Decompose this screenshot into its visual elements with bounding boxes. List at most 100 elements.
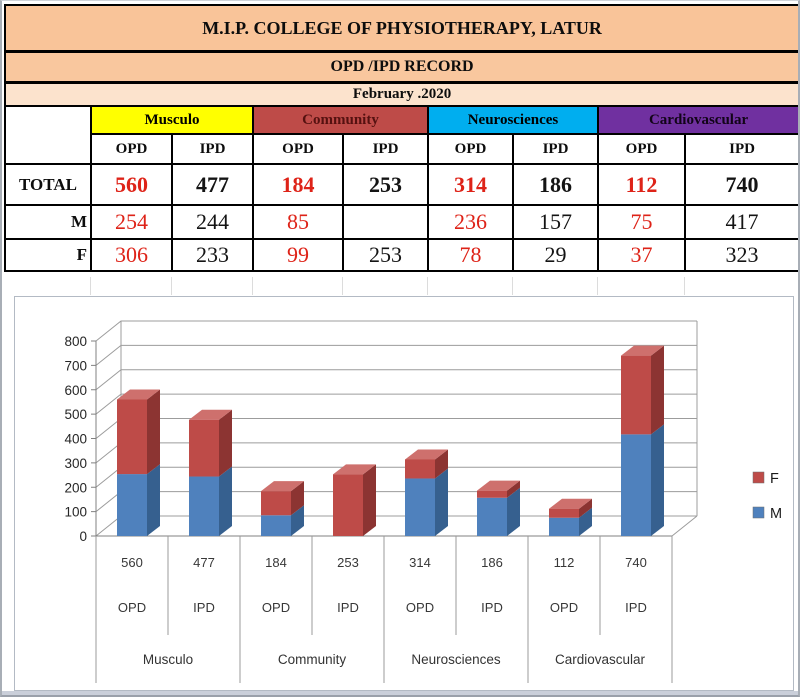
page-title: M.I.P. COLLEGE OF PHYSIOTHERAPY, LATUR	[3, 4, 798, 53]
sheet-gridline	[252, 277, 253, 295]
y-axis-tick-label: 800	[64, 334, 87, 349]
data-row-total: TOTAL 560 477 184 253 314 186 112 740	[4, 163, 798, 206]
cell-total-0: 560	[90, 163, 173, 206]
sheet-gap-strip	[2, 277, 798, 295]
bar-total-label: 314	[409, 555, 431, 570]
bar-musculo-ipd	[189, 409, 232, 536]
cell-f-2: 99	[252, 238, 344, 272]
cell-f-3: 253	[342, 238, 429, 272]
y-axis-tick-label: 300	[64, 456, 87, 471]
sub-header-3-ipd: IPD	[342, 133, 429, 165]
bar-category-label: OPD	[406, 600, 434, 615]
bar-total-label: 186	[481, 555, 503, 570]
group-header-neurosciences: Neurosciences	[427, 105, 599, 135]
cell-m-6: 75	[597, 204, 686, 240]
sub-header-1-ipd: IPD	[171, 133, 254, 165]
bar-musculo-opd	[117, 389, 160, 536]
bar-category-label: OPD	[262, 600, 290, 615]
cell-f-7: 323	[683, 238, 798, 272]
cell-f-1: 233	[171, 238, 254, 272]
bar-category-label: IPD	[625, 600, 647, 615]
group-axis-label: Community	[278, 652, 347, 667]
sheet-gridline	[597, 277, 598, 295]
data-row-f: F 306 233 99 253 78 29 37 323	[4, 238, 798, 272]
cell-m-1: 244	[171, 204, 254, 240]
sub-header-0-opd: OPD	[90, 133, 173, 165]
group-axis-label: Cardiovascular	[555, 652, 646, 667]
group-header-musculo: Musculo	[90, 105, 254, 135]
cell-f-5: 29	[512, 238, 599, 272]
cell-total-5: 186	[512, 163, 599, 206]
cell-total-6: 112	[597, 163, 686, 206]
group-header-row: Musculo Community Neurosciences Cardiovascu…	[4, 105, 798, 165]
y-axis-tick-label: 700	[64, 358, 87, 373]
legend-label-f: F	[770, 471, 779, 487]
group-header-cardiovascular: Cardiovascular	[596, 105, 798, 135]
cell-m-4: 236	[427, 204, 514, 240]
bar-community-opd	[261, 481, 304, 536]
sub-header-5-ipd: IPD	[512, 133, 599, 165]
y-axis-tick-label: 200	[64, 480, 87, 495]
sub-header-2-opd: OPD	[252, 133, 344, 165]
opd-ipd-record-table: M.I.P. COLLEGE OF PHYSIOTHERAPY, LATUR O…	[3, 4, 798, 272]
data-row-m: M 254 244 85 236 157 75 417	[4, 204, 798, 240]
sheet-gridline	[90, 277, 91, 295]
corner-blank-cell	[4, 105, 92, 165]
sub-header-7-ipd: IPD	[683, 133, 798, 165]
month-label: February .2020	[3, 81, 798, 107]
window-bottom-strip	[2, 691, 798, 695]
row-label-f: F	[4, 238, 92, 272]
sheet-gridline	[342, 277, 343, 295]
bar-community-ipd	[333, 464, 376, 536]
row-label-m: M	[4, 204, 92, 240]
bar-total-label: 184	[265, 555, 287, 570]
cell-f-4: 78	[427, 238, 514, 272]
y-axis-tick-label: 400	[64, 432, 87, 447]
group-axis-label: Neurosciences	[411, 652, 501, 667]
y-axis-tick-label: 100	[64, 505, 87, 520]
bar-total-label: 477	[193, 555, 215, 570]
y-axis-tick-label: 0	[79, 529, 87, 544]
cell-m-5: 157	[512, 204, 599, 240]
group-header-community: Community	[252, 105, 429, 135]
cell-total-7: 740	[683, 163, 798, 206]
sheet-gridline	[684, 277, 685, 295]
bar-total-label: 112	[554, 555, 575, 570]
legend-swatch-m	[752, 506, 765, 519]
bar-total-label: 560	[121, 555, 143, 570]
opd-ipd-chart: 0 100 200 300 400 500 600 700 800 560 OPD 477 IPD 184…	[14, 296, 794, 691]
chart-grid	[91, 320, 698, 537]
cell-total-4: 314	[427, 163, 514, 206]
record-subtitle: OPD /IPD RECORD	[3, 50, 798, 84]
sheet-gridline	[171, 277, 172, 295]
bar-cardiovascular-ipd	[621, 345, 664, 536]
bar-category-label: OPD	[118, 600, 146, 615]
sub-header-4-opd: OPD	[427, 133, 514, 165]
cell-f-0: 306	[90, 238, 173, 272]
bar-total-label: 740	[625, 555, 647, 570]
legend-label-m: M	[770, 506, 782, 522]
cell-total-3: 253	[342, 163, 429, 206]
chart-legend: FM	[752, 471, 782, 522]
sub-header-row: OPD IPD OPD IPD OPD IPD OPD IPD	[5, 133, 798, 165]
cell-m-2: 85	[252, 204, 344, 240]
x-axis-labels: 560 OPD 477 IPD 184 OPD 253 IPD 314 OPD 186 IPD 112 O…	[95, 536, 673, 683]
row-label-total: TOTAL	[4, 163, 92, 206]
y-axis-tick-label: 600	[64, 383, 87, 398]
bar-category-label: IPD	[193, 600, 215, 615]
record-row: OPD /IPD RECORD	[3, 50, 798, 84]
cell-total-1: 477	[171, 163, 254, 206]
group-axis-label: Musculo	[143, 652, 193, 667]
legend-swatch-f	[752, 471, 765, 484]
sheet-gridline	[512, 277, 513, 295]
y-axis-tick-label: 500	[64, 407, 87, 422]
month-row: February .2020	[3, 81, 798, 107]
bar-neurosciences-opd	[405, 449, 448, 536]
cell-m-3	[342, 204, 429, 240]
cell-total-2: 184	[252, 163, 344, 206]
bar-total-label: 253	[337, 555, 359, 570]
bar-cardiovascular-opd	[549, 498, 592, 536]
title-row: M.I.P. COLLEGE OF PHYSIOTHERAPY, LATUR	[3, 4, 798, 53]
sub-header-6-opd: OPD	[597, 133, 686, 165]
